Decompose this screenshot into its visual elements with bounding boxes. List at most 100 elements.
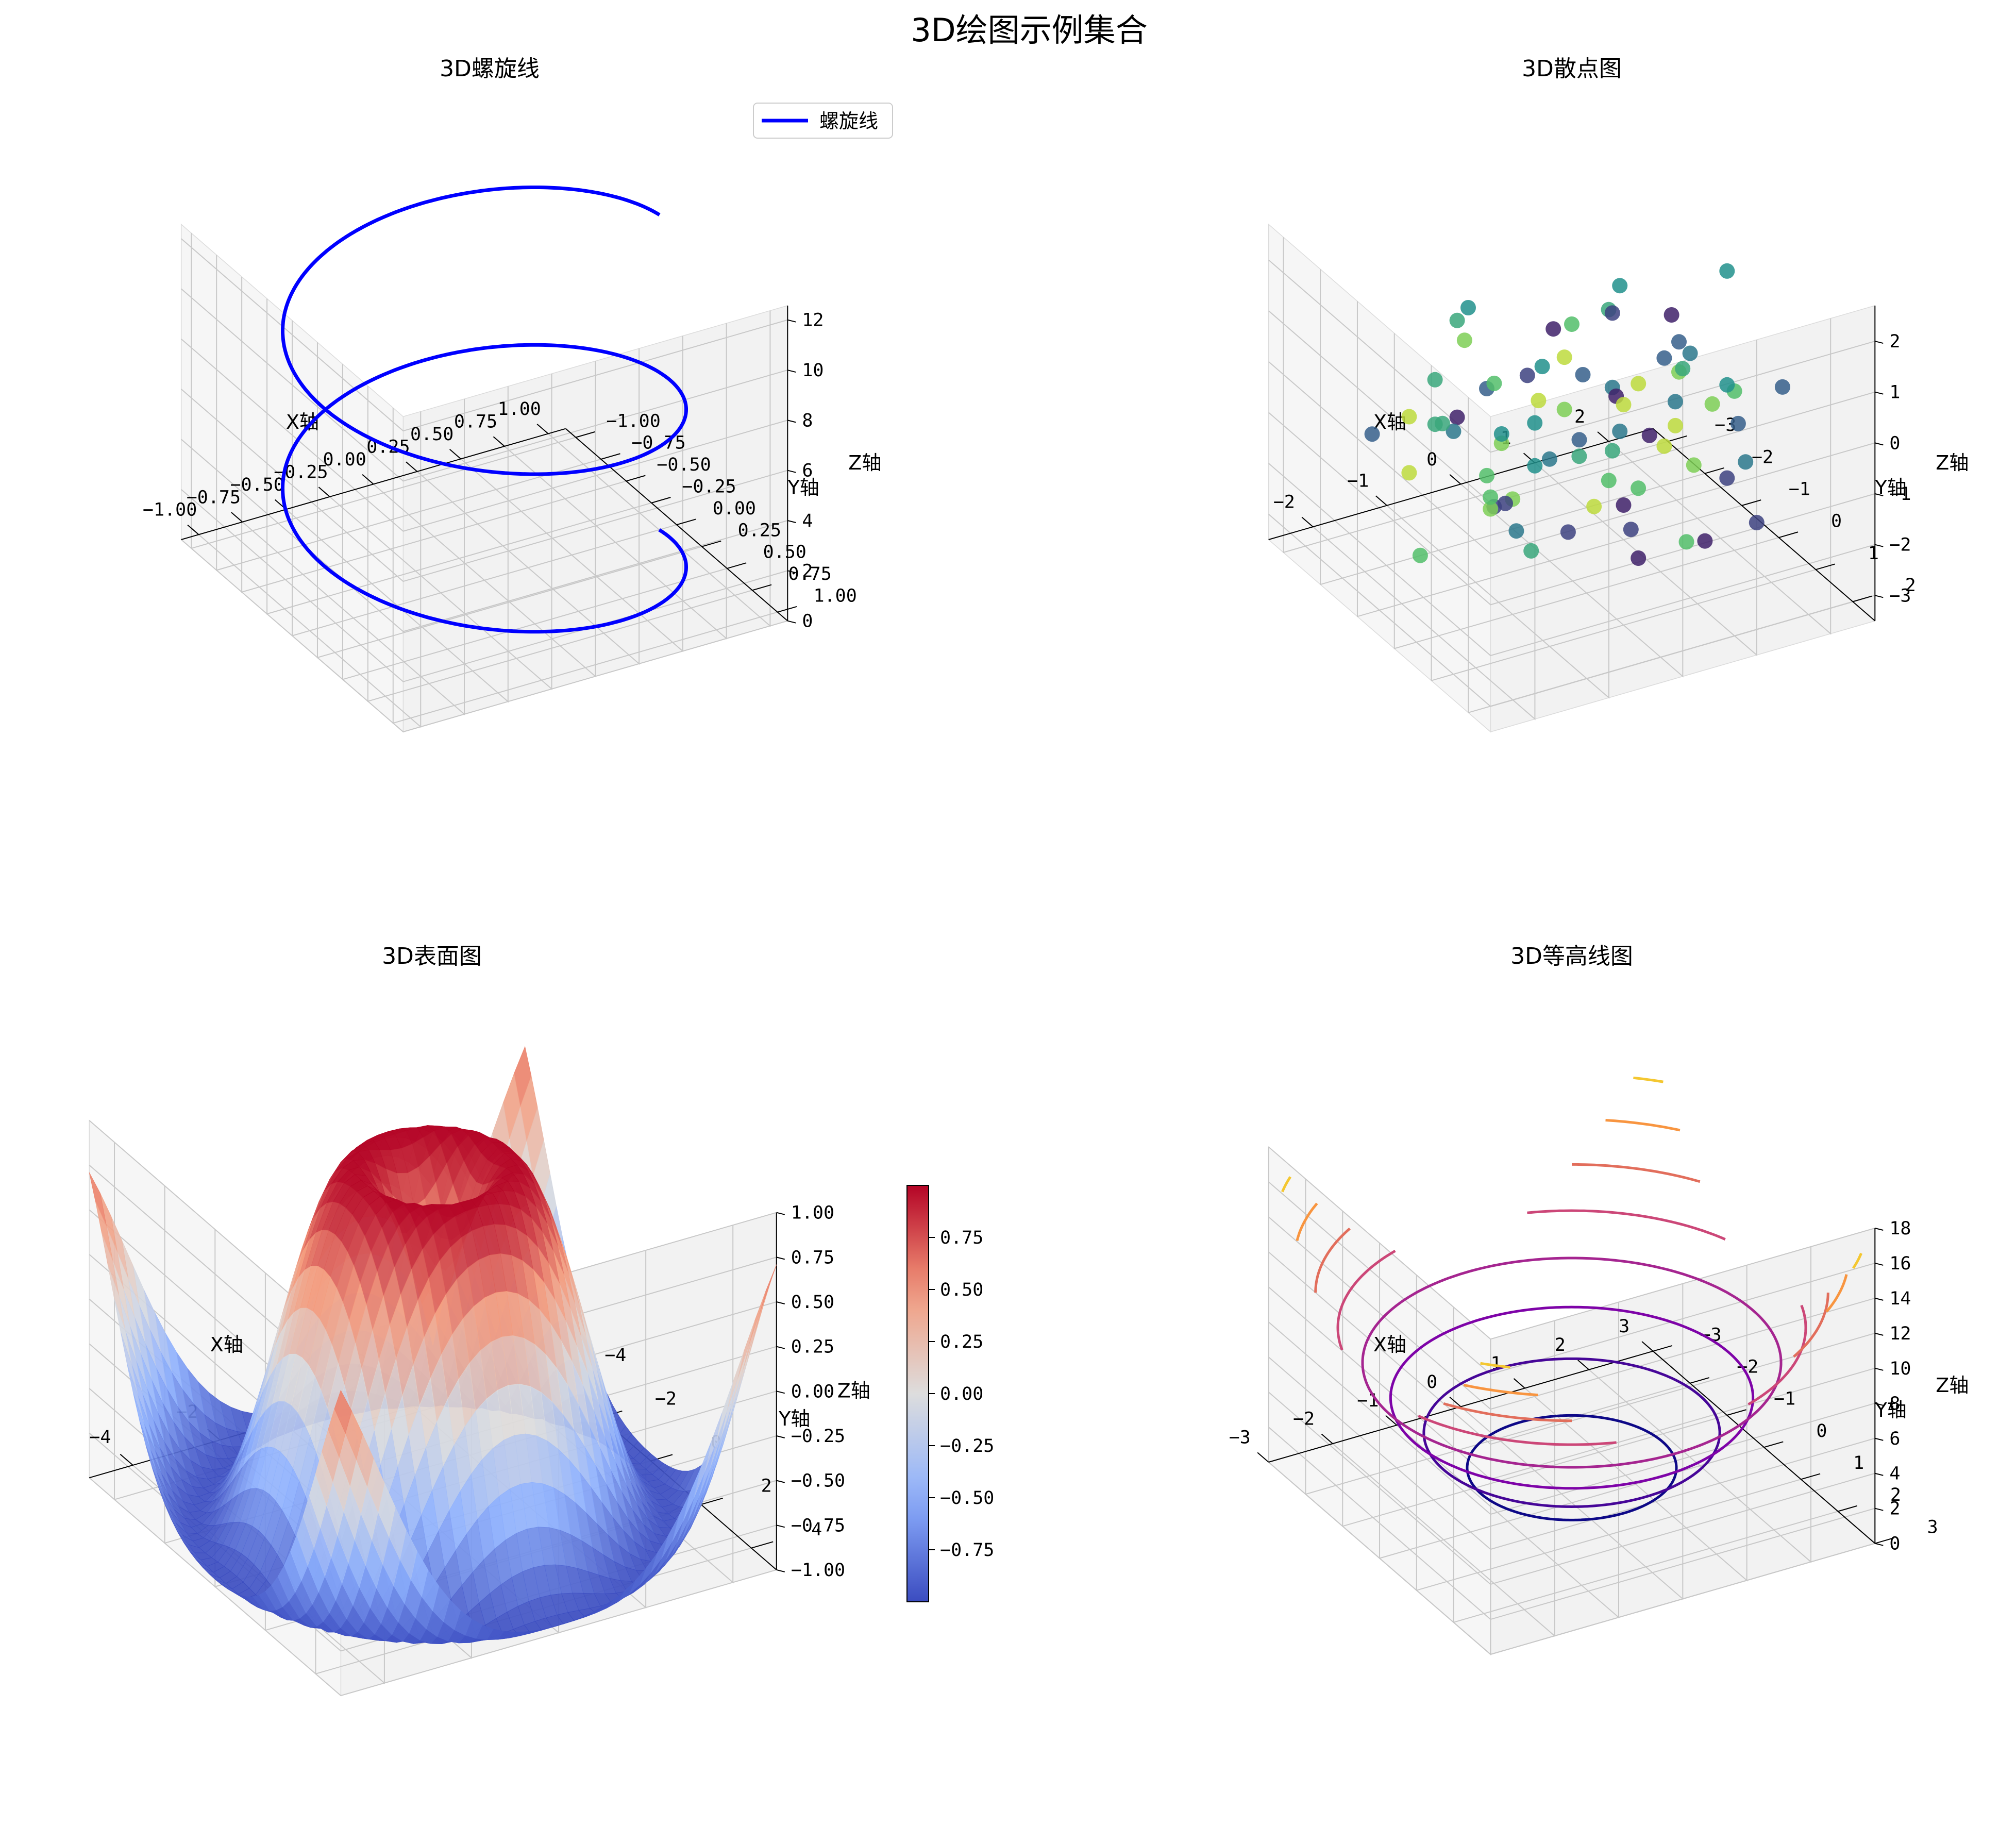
- contour-line: [1527, 1209, 1726, 1241]
- grid-line: [1534, 340, 1757, 657]
- x-tick-mark: [1449, 1396, 1461, 1408]
- y-tick-mark: [1875, 1537, 1894, 1544]
- z-tick-label: 8: [1889, 1394, 1900, 1414]
- scatter-point: [1730, 415, 1746, 431]
- scatter-point: [1560, 524, 1576, 540]
- scatter-point: [1527, 458, 1543, 474]
- scatter-point: [1664, 307, 1679, 323]
- y-tick-label: −0.25: [682, 476, 736, 497]
- y-tick-mark: [600, 453, 620, 460]
- z-tick-label: 2: [802, 561, 813, 581]
- grid-line: [1608, 318, 1832, 635]
- scatter-point: [1631, 550, 1647, 566]
- x-tick-mark: [1257, 1452, 1269, 1463]
- z-tick-mark: [1875, 1228, 1884, 1231]
- z-tick-mark: [776, 1257, 785, 1260]
- figure-suptitle: 3D绘图示例集合: [911, 11, 1147, 49]
- scatter-point: [1427, 372, 1443, 388]
- scatter-point: [1682, 345, 1698, 361]
- y-tick-mark: [1668, 435, 1687, 442]
- grid-line: [1268, 1216, 1875, 1410]
- grid-line: [1268, 1427, 1875, 1620]
- axis-pane: [1268, 223, 1491, 733]
- scatter-point: [1719, 377, 1735, 393]
- x-tick-label: −3: [1229, 1428, 1251, 1448]
- z-tick-label: 2: [1889, 331, 1900, 352]
- z-tick-label: −0.50: [791, 1471, 845, 1492]
- colorbar-tick-label: 0.25: [940, 1332, 983, 1352]
- scatter-point: [1571, 432, 1587, 448]
- y-axis-label: Y轴: [1875, 1399, 1907, 1421]
- z-tick-mark: [776, 1391, 785, 1394]
- x-tick-mark: [1513, 1378, 1525, 1389]
- y-tick-mark: [575, 431, 595, 438]
- y-axis-label: Y轴: [787, 476, 819, 499]
- scatter-point: [1401, 409, 1417, 425]
- z-tick-label: −3: [1889, 585, 1911, 606]
- x-tick-label: 1.00: [498, 399, 541, 420]
- y-tick-mark: [1838, 1505, 1858, 1512]
- y-tick-label: −0.50: [657, 455, 711, 475]
- contour-line: [1418, 1415, 1617, 1446]
- scatter-point: [1571, 448, 1587, 464]
- z-axis-label: Z轴: [1936, 451, 1969, 474]
- colorbar-tick-label: −0.25: [940, 1436, 994, 1456]
- grid-line: [181, 539, 788, 733]
- scatter-point: [1719, 470, 1735, 486]
- z-tick-mark: [1875, 1472, 1884, 1476]
- y-tick-label: 0: [1831, 511, 1842, 532]
- z-tick-mark: [776, 1212, 785, 1215]
- grid-line: [181, 489, 788, 682]
- contour-line: [1466, 1414, 1678, 1521]
- contour-line: [1389, 1305, 1755, 1490]
- scatter-point: [1604, 443, 1620, 459]
- x-tick-label: −1.00: [143, 500, 197, 521]
- y-tick-label: 0.50: [763, 542, 807, 563]
- scatter-point: [1531, 393, 1547, 409]
- y-tick-mark: [1801, 1473, 1821, 1480]
- scatter-point: [1631, 376, 1647, 392]
- grid-line: [89, 1477, 777, 1697]
- z-tick-label: 18: [1889, 1218, 1911, 1239]
- scatter-point: [1427, 416, 1443, 432]
- x-tick-label: −1: [1347, 471, 1369, 491]
- contour-line: [1605, 1119, 1681, 1132]
- grid-line: [181, 389, 788, 582]
- grid-line: [1268, 1251, 1875, 1445]
- z-tick-mark: [776, 1435, 785, 1438]
- grid-line: [1268, 1462, 1875, 1655]
- z-tick-mark: [787, 370, 796, 373]
- panel-helix-plot: −1.00−0.75−0.50−0.250.000.250.500.751.00…: [143, 103, 893, 733]
- z-tick-label: 10: [802, 360, 824, 381]
- legend: 螺旋线: [753, 103, 893, 139]
- scatter-point: [1486, 375, 1502, 391]
- z-tick-label: 0.75: [791, 1247, 834, 1268]
- y-tick-mark: [727, 562, 747, 569]
- z-tick-label: 6: [802, 461, 813, 481]
- z-tick-mark: [776, 1480, 785, 1483]
- y-tick-label: 0: [1816, 1421, 1827, 1442]
- y-tick-mark: [1741, 499, 1761, 506]
- legend-label: 螺旋线: [819, 110, 878, 132]
- scatter-point: [1623, 522, 1639, 538]
- panel-surface-plot: −4−2024−4−2024−1.00−0.75−0.50−0.250.000.…: [88, 1046, 994, 1697]
- z-tick-label: 6: [1889, 1429, 1900, 1449]
- scatter-point: [1667, 394, 1683, 410]
- z-tick-label: 0.00: [791, 1381, 834, 1402]
- x-axis-label: X轴: [210, 1333, 243, 1356]
- panel-surface: 3D表面图 −4−2024−4−2024−1.00−0.75−0.50−0.25…: [88, 943, 994, 1697]
- y-tick-mark: [1704, 467, 1724, 474]
- x-tick-label: −1: [1357, 1391, 1379, 1411]
- x-tick-mark: [1321, 1433, 1333, 1444]
- z-tick-label: −0.75: [791, 1515, 845, 1536]
- y-tick-mark: [1816, 563, 1836, 571]
- scatter-point: [1527, 415, 1543, 431]
- scatter-point: [1616, 497, 1632, 513]
- grid-line: [1320, 269, 1705, 585]
- x-tick-mark: [1301, 516, 1314, 527]
- scatter-point: [1749, 515, 1765, 530]
- scatter-point: [1668, 417, 1683, 433]
- y-tick-label: −1: [1774, 1389, 1795, 1410]
